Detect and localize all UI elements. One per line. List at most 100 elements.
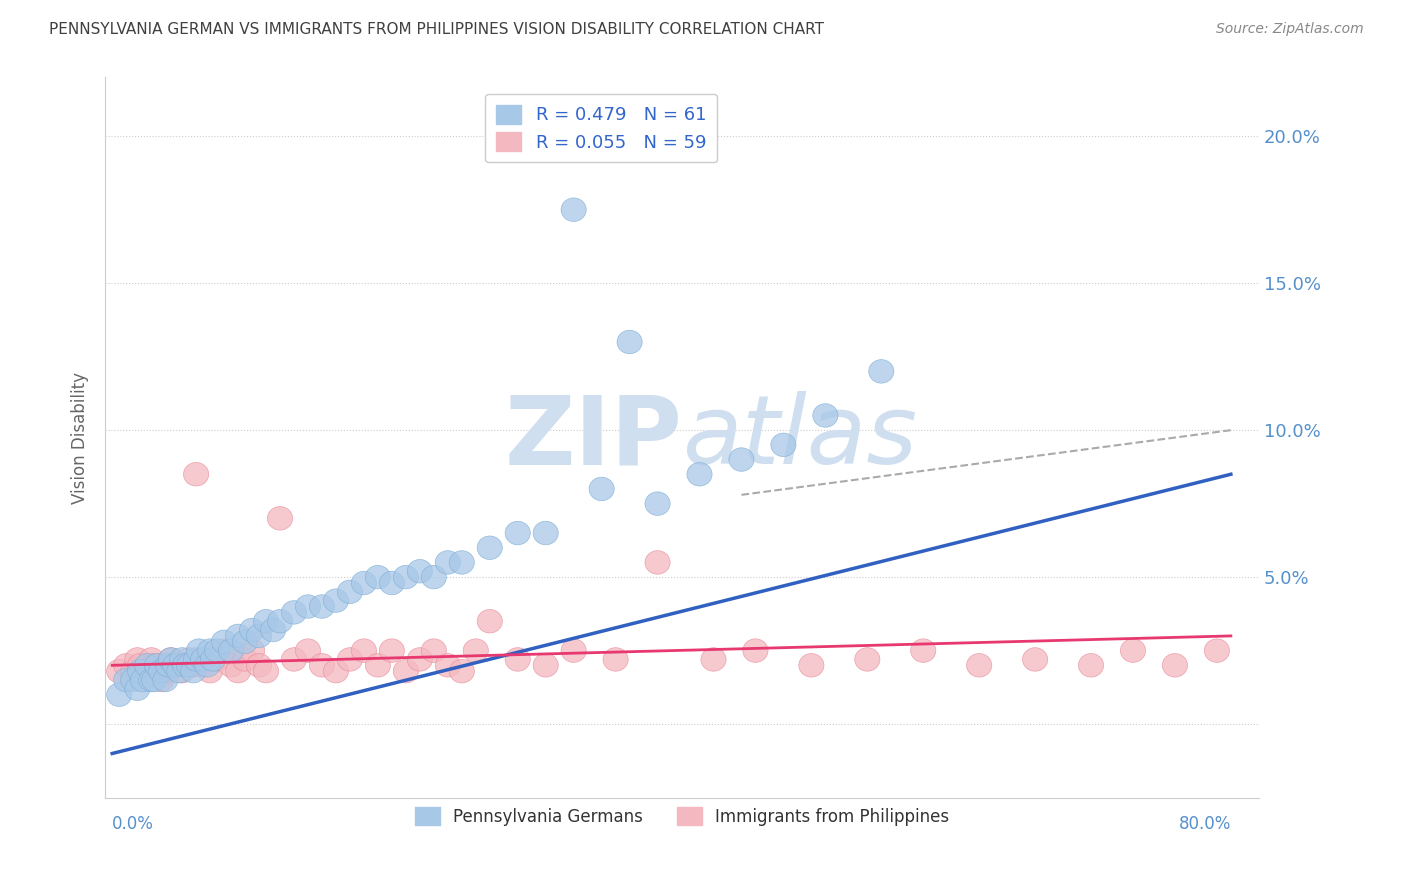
Ellipse shape	[589, 477, 614, 500]
Ellipse shape	[204, 648, 229, 671]
Ellipse shape	[617, 330, 643, 354]
Y-axis label: Vision Disability: Vision Disability	[72, 371, 89, 503]
Ellipse shape	[156, 654, 181, 677]
Ellipse shape	[184, 462, 208, 486]
Ellipse shape	[114, 668, 139, 692]
Ellipse shape	[337, 580, 363, 604]
Ellipse shape	[323, 659, 349, 683]
Ellipse shape	[1205, 639, 1229, 663]
Ellipse shape	[225, 659, 250, 683]
Ellipse shape	[436, 550, 460, 574]
Ellipse shape	[135, 654, 160, 677]
Ellipse shape	[232, 648, 257, 671]
Ellipse shape	[128, 659, 153, 683]
Ellipse shape	[645, 491, 671, 516]
Ellipse shape	[561, 198, 586, 221]
Ellipse shape	[232, 630, 257, 654]
Ellipse shape	[197, 639, 222, 663]
Ellipse shape	[463, 639, 488, 663]
Ellipse shape	[145, 654, 170, 677]
Ellipse shape	[239, 618, 264, 642]
Ellipse shape	[190, 648, 215, 671]
Ellipse shape	[246, 654, 271, 677]
Ellipse shape	[799, 654, 824, 677]
Ellipse shape	[159, 648, 184, 671]
Ellipse shape	[408, 559, 433, 583]
Ellipse shape	[380, 571, 405, 595]
Ellipse shape	[184, 648, 208, 671]
Ellipse shape	[295, 639, 321, 663]
Ellipse shape	[239, 639, 264, 663]
Ellipse shape	[200, 648, 225, 671]
Ellipse shape	[170, 648, 194, 671]
Ellipse shape	[688, 462, 711, 486]
Ellipse shape	[323, 589, 349, 613]
Ellipse shape	[156, 659, 181, 683]
Ellipse shape	[187, 639, 211, 663]
Ellipse shape	[742, 639, 768, 663]
Ellipse shape	[170, 659, 194, 683]
Ellipse shape	[253, 659, 278, 683]
Ellipse shape	[167, 659, 191, 683]
Ellipse shape	[366, 566, 391, 589]
Ellipse shape	[561, 639, 586, 663]
Ellipse shape	[770, 434, 796, 457]
Ellipse shape	[309, 654, 335, 677]
Ellipse shape	[1022, 648, 1047, 671]
Ellipse shape	[218, 639, 243, 663]
Ellipse shape	[194, 654, 219, 677]
Ellipse shape	[394, 566, 419, 589]
Ellipse shape	[225, 624, 250, 648]
Ellipse shape	[142, 654, 167, 677]
Ellipse shape	[449, 550, 474, 574]
Ellipse shape	[505, 521, 530, 545]
Ellipse shape	[163, 654, 188, 677]
Ellipse shape	[159, 648, 184, 671]
Ellipse shape	[211, 639, 236, 663]
Text: 0.0%: 0.0%	[112, 815, 155, 833]
Ellipse shape	[153, 654, 179, 677]
Ellipse shape	[422, 566, 447, 589]
Ellipse shape	[128, 654, 153, 677]
Legend: Pennsylvania Germans, Immigrants from Philippines: Pennsylvania Germans, Immigrants from Ph…	[408, 800, 956, 832]
Ellipse shape	[153, 668, 179, 692]
Ellipse shape	[139, 668, 165, 692]
Ellipse shape	[149, 668, 174, 692]
Ellipse shape	[190, 654, 215, 677]
Ellipse shape	[281, 648, 307, 671]
Ellipse shape	[131, 668, 156, 692]
Ellipse shape	[142, 668, 167, 692]
Ellipse shape	[125, 648, 150, 671]
Ellipse shape	[352, 571, 377, 595]
Ellipse shape	[246, 624, 271, 648]
Ellipse shape	[911, 639, 936, 663]
Ellipse shape	[869, 359, 894, 384]
Ellipse shape	[281, 600, 307, 624]
Ellipse shape	[477, 609, 502, 633]
Ellipse shape	[1078, 654, 1104, 677]
Ellipse shape	[533, 521, 558, 545]
Ellipse shape	[197, 659, 222, 683]
Ellipse shape	[107, 683, 132, 706]
Ellipse shape	[449, 659, 474, 683]
Text: ZIP: ZIP	[505, 391, 682, 484]
Ellipse shape	[181, 654, 205, 677]
Ellipse shape	[218, 654, 243, 677]
Ellipse shape	[422, 639, 447, 663]
Ellipse shape	[436, 654, 460, 677]
Ellipse shape	[813, 404, 838, 427]
Ellipse shape	[139, 648, 165, 671]
Ellipse shape	[211, 630, 236, 654]
Ellipse shape	[477, 536, 502, 559]
Ellipse shape	[204, 639, 229, 663]
Ellipse shape	[181, 659, 205, 683]
Ellipse shape	[645, 550, 671, 574]
Ellipse shape	[394, 659, 419, 683]
Text: atlas: atlas	[682, 391, 917, 484]
Ellipse shape	[149, 659, 174, 683]
Ellipse shape	[253, 609, 278, 633]
Ellipse shape	[163, 654, 188, 677]
Ellipse shape	[337, 648, 363, 671]
Ellipse shape	[855, 648, 880, 671]
Ellipse shape	[125, 677, 150, 700]
